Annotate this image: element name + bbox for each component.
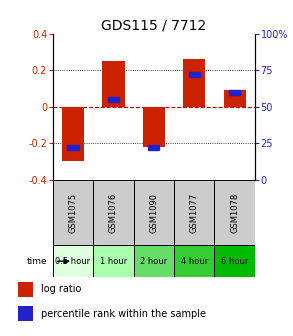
Text: percentile rank within the sample: percentile rank within the sample (41, 309, 206, 319)
Bar (93, 245, 134, 277)
Text: 1 hour: 1 hour (100, 257, 127, 266)
Text: 2 hour: 2 hour (140, 257, 168, 266)
Text: time: time (26, 257, 47, 266)
Bar (53, 245, 93, 277)
Title: GDS115 / 7712: GDS115 / 7712 (101, 18, 207, 33)
Bar (93, 180, 134, 245)
Bar (214, 245, 255, 277)
Text: GSM1076: GSM1076 (109, 193, 118, 233)
Bar (229, 89, 240, 95)
Bar (148, 145, 159, 150)
Bar (53, 180, 93, 245)
Bar (134, 245, 174, 277)
Text: 4 hour: 4 hour (180, 257, 208, 266)
Text: GSM1090: GSM1090 (149, 193, 158, 233)
Bar (67, 145, 79, 150)
Bar (189, 72, 200, 77)
Text: GSM1075: GSM1075 (69, 193, 77, 233)
Bar (174, 245, 214, 277)
Bar (18, 306, 33, 321)
Text: log ratio: log ratio (41, 284, 81, 294)
Bar (224, 90, 246, 107)
Bar (18, 282, 33, 297)
Bar (134, 180, 174, 245)
Bar (102, 61, 125, 107)
Bar (183, 59, 205, 107)
Bar (108, 97, 119, 102)
Bar (62, 107, 84, 162)
Text: GSM1078: GSM1078 (230, 193, 239, 233)
Bar (214, 180, 255, 245)
Bar (174, 180, 214, 245)
Text: GSM1077: GSM1077 (190, 193, 199, 233)
Bar (143, 107, 165, 147)
Text: 0.5 hour: 0.5 hour (55, 257, 91, 266)
Text: 6 hour: 6 hour (221, 257, 248, 266)
